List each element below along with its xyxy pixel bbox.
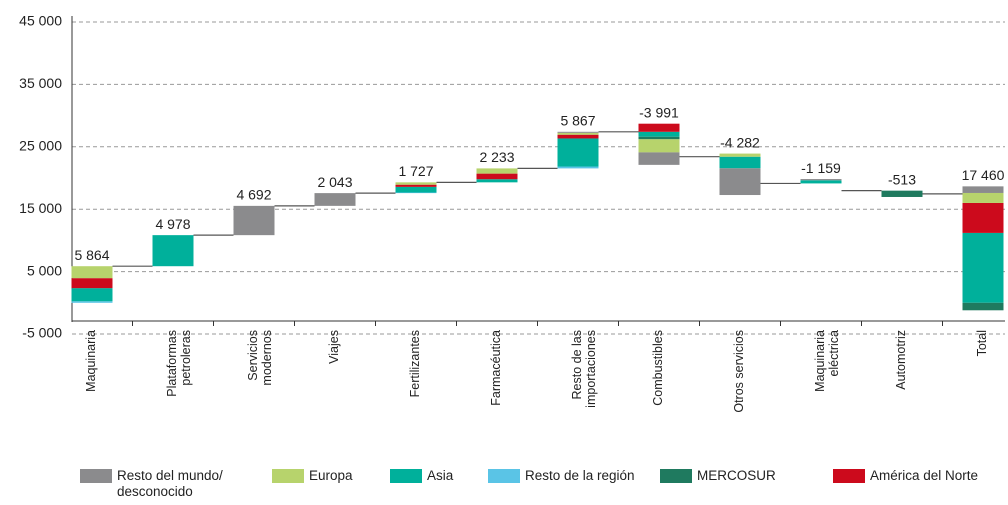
legend-swatch	[660, 469, 692, 483]
legend-label: Resto de la región	[525, 468, 635, 483]
value-label: 5 867	[560, 113, 595, 129]
legend-label: América del Norte	[870, 468, 979, 483]
x-tick-label: Resto de las importaciones	[570, 330, 598, 408]
x-tick-label: Plataformas petroleras	[165, 330, 193, 397]
bar-segment	[314, 193, 356, 206]
x-tick-label: Servicios modernos	[246, 330, 274, 386]
bar-segment	[962, 202, 1004, 233]
bar-segment	[476, 168, 518, 174]
bar-segment	[152, 235, 194, 267]
bar-segment	[71, 278, 113, 289]
x-tick-label: Otros servicios	[732, 330, 746, 413]
legend-swatch	[488, 469, 520, 483]
bar-segment	[719, 153, 761, 157]
value-label: 2 043	[317, 174, 352, 190]
value-label: 4 978	[155, 216, 190, 232]
x-tick-label: Fertilizantes	[408, 330, 422, 398]
bar-segment	[71, 266, 113, 279]
legend-swatch	[833, 469, 865, 483]
bar-segment	[476, 173, 518, 180]
bar-segment	[476, 179, 518, 183]
x-tick-label: Maquinaria eléctrica	[813, 330, 841, 392]
bar-segment	[557, 166, 599, 169]
legend-swatch	[80, 469, 112, 483]
legend-item: Resto de la región	[488, 468, 658, 484]
x-tick-label: Automotriz	[894, 330, 908, 390]
legend-swatch	[390, 469, 422, 483]
bar-segment	[638, 136, 680, 140]
bar-segment	[962, 302, 1004, 311]
bar-segment	[395, 184, 437, 187]
legend-item: Europa	[272, 468, 442, 484]
bar-segment	[962, 232, 1004, 303]
bar-segment	[557, 131, 599, 133]
bar-segment	[557, 132, 599, 135]
bar-segment	[395, 182, 437, 185]
bar-segment	[638, 139, 680, 153]
value-label: 5 864	[74, 247, 109, 263]
bar-segment	[233, 205, 275, 236]
bar-segment	[800, 179, 842, 181]
value-label: 17 460	[962, 167, 1005, 183]
bar-segment	[71, 288, 113, 302]
bar-segment	[800, 180, 842, 184]
legend-label: Europa	[309, 468, 353, 483]
value-label: 2 233	[479, 149, 514, 165]
bar-segment	[638, 152, 680, 165]
bar-segment	[962, 186, 1004, 193]
x-tick-label: Farmacéutica	[489, 330, 503, 406]
bar-segment	[881, 190, 923, 197]
legend-swatch	[272, 469, 304, 483]
bar-segment	[395, 186, 437, 193]
bar-segment	[719, 156, 761, 169]
bar-segment	[962, 192, 1004, 203]
bar-segment	[557, 138, 599, 167]
bar-segment	[638, 131, 680, 137]
bar-segment	[638, 123, 680, 132]
legend-item: MERCOSUR	[660, 468, 830, 484]
y-tick-label: 45 000	[19, 13, 62, 29]
y-tick-label: 5 000	[27, 262, 62, 278]
y-tick-label: -5 000	[22, 325, 62, 341]
x-tick-label: Maquinaria	[84, 330, 98, 392]
x-tick-label: Total	[975, 330, 989, 357]
value-label: 4 692	[236, 187, 271, 203]
legend-label: Asia	[427, 468, 454, 483]
bar-segment	[719, 168, 761, 196]
value-label: 1 727	[398, 163, 433, 179]
legend-item: Asia	[390, 468, 560, 484]
value-label: -1 159	[801, 160, 841, 176]
y-tick-label: 35 000	[19, 75, 62, 91]
value-label: -4 282	[720, 134, 760, 150]
legend-item: Resto del mundo/ desconocido	[80, 468, 230, 500]
legend-label: MERCOSUR	[697, 468, 776, 483]
bar-segment	[395, 192, 437, 194]
bar-segment	[557, 134, 599, 139]
y-tick-label: 15 000	[19, 200, 62, 216]
bar-segment	[71, 301, 113, 303]
value-label: -3 991	[639, 104, 679, 120]
x-tick-label: Combustibles	[651, 330, 665, 406]
legend-label: Resto del mundo/ desconocido	[117, 468, 223, 499]
value-label: -513	[888, 171, 916, 187]
y-tick-label: 25 000	[19, 138, 62, 154]
legend-item: América del Norte	[833, 468, 1003, 484]
x-tick-label: Viajes	[327, 330, 341, 364]
